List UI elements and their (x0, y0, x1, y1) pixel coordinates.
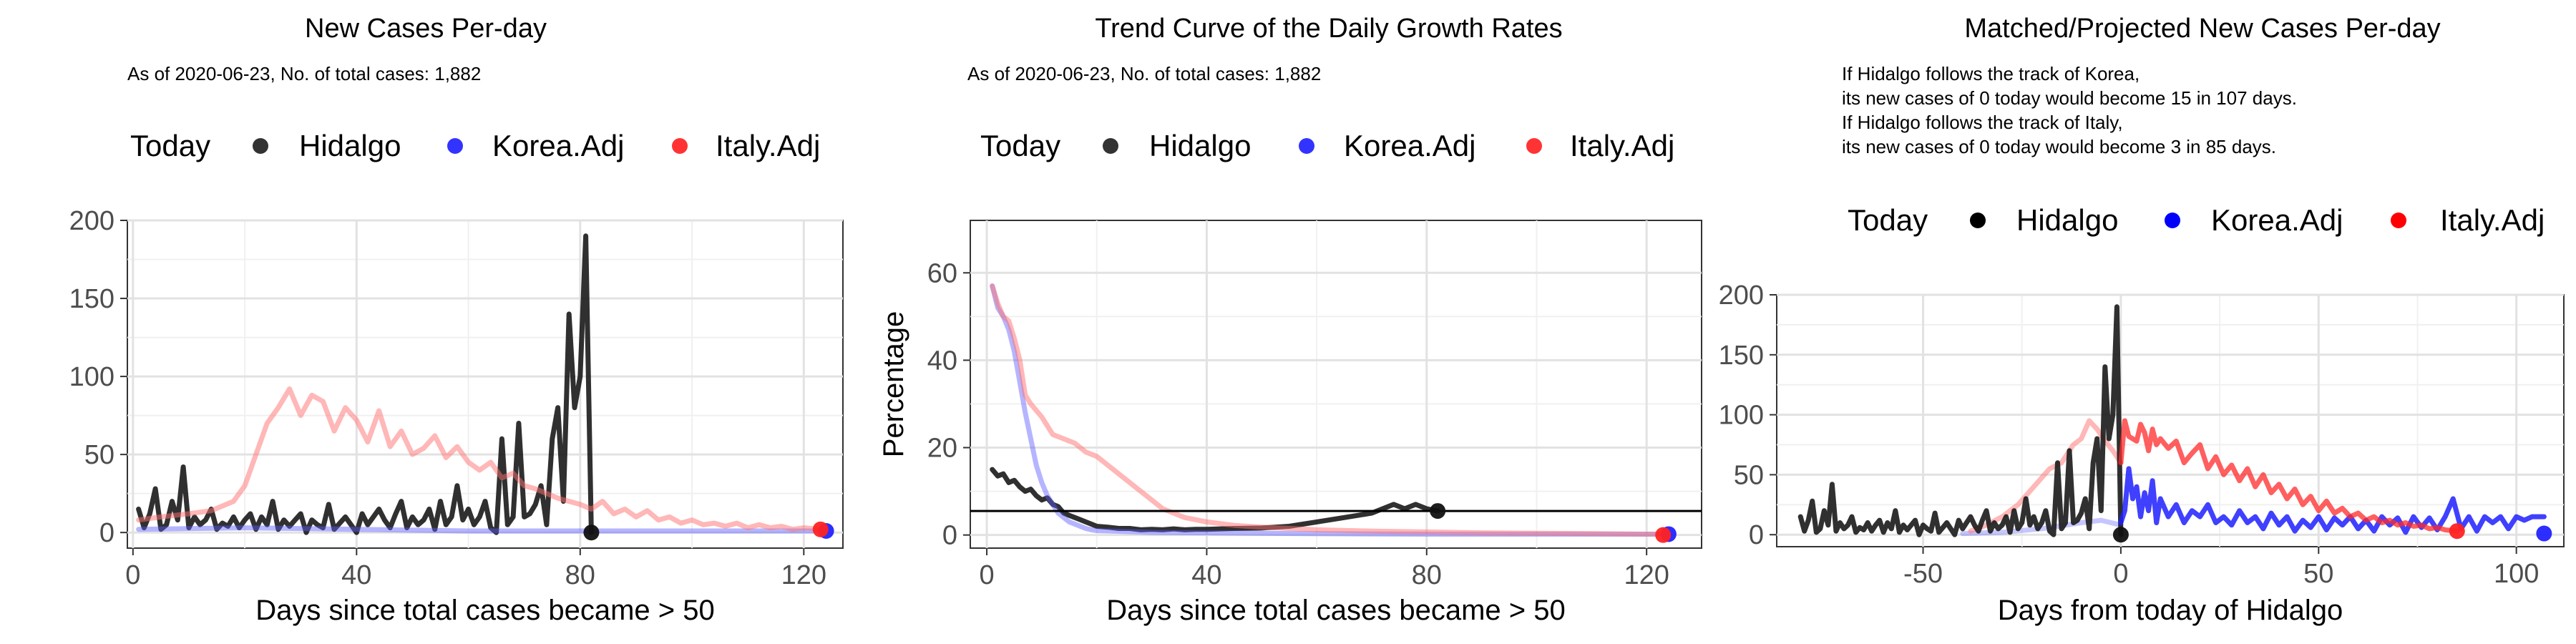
chart-subtitle: As of 2020-06-23, No. of total cases: 1,… (967, 63, 1321, 84)
series-line-italy-adj (2118, 418, 2460, 534)
series-layer (1797, 304, 2552, 543)
series-layer (136, 233, 834, 541)
legend-key-korea (1299, 138, 1314, 154)
legend: Today Hidalgo Korea.Adj Italy.Adj (980, 129, 1674, 162)
chart-title: Trend Curve of the Daily Growth Rates (1095, 14, 1562, 44)
x-tick-label: 0 (979, 560, 994, 590)
y-tick-label: 0 (942, 521, 957, 551)
legend-key-italy (2391, 213, 2406, 228)
x-tick-label: -50 (1903, 559, 1943, 589)
legend-label-korea: Korea.Adj (1344, 129, 1475, 162)
series-line-korea-adj (2118, 466, 2547, 535)
today-point-italy-adj (1655, 527, 1672, 543)
y-tick-label: 200 (1719, 280, 1764, 311)
chart-title: Matched/Projected New Cases Per-day (1964, 14, 2440, 44)
series-line-hidalgo (1797, 304, 2124, 537)
legend: Today Hidalgo Korea.Adj Italy.Adj (130, 129, 820, 162)
today-point-korea-adj (2536, 525, 2552, 542)
legend-key-korea (447, 138, 463, 154)
series-line-korea-adj (990, 283, 1672, 537)
x-axis-label: Days since total cases became > 50 (1106, 595, 1565, 626)
legend-today-label: Today (980, 129, 1060, 162)
legend-label-hidalgo: Hidalgo (1149, 129, 1251, 162)
legend-key-hidalgo (1970, 213, 1986, 228)
legend-label-italy: Italy.Adj (716, 129, 820, 162)
legend: Today Hidalgo Korea.Adj Italy.Adj (1848, 203, 2545, 237)
x-tick-label: 100 (2494, 559, 2539, 589)
today-point-italy-adj (2449, 523, 2465, 540)
y-tick-label: 40 (927, 346, 957, 376)
plot-panel-border (970, 220, 1702, 549)
x-tick-label: 120 (781, 560, 826, 590)
panel-matched-projected: Matched/Projected New Cases Per-day If H… (1719, 14, 2565, 626)
today-point-hidalgo (583, 525, 600, 541)
x-tick-label: 80 (1412, 560, 1442, 590)
x-tick-label: 40 (1191, 560, 1221, 590)
y-tick-label: 0 (99, 518, 114, 548)
x-axis-label: Days from today of Hidalgo (1998, 595, 2343, 626)
series-line-italy-adj (136, 386, 824, 532)
today-point-hidalgo (2112, 527, 2129, 543)
legend-key-italy (672, 138, 688, 154)
x-tick-label: 0 (2113, 559, 2128, 589)
x-tick-label: 120 (1624, 560, 1669, 590)
y-axis-label: Percentage (878, 311, 909, 458)
legend-key-hidalgo (1103, 138, 1118, 154)
grid (1777, 293, 2564, 547)
chart-subtitle-line-1: If Hidalgo follows the track of Korea, (1842, 63, 2140, 84)
axis-ticks: 0 40 80 120 0 20 40 60 (927, 258, 1669, 590)
y-tick-label: 20 (927, 434, 957, 464)
series-line-korea-adj (136, 525, 829, 534)
series-line-italy-adj (990, 283, 1666, 537)
x-tick-label: 0 (125, 560, 140, 590)
y-tick-label: 200 (69, 206, 114, 236)
legend-label-korea: Korea.Adj (492, 129, 624, 162)
y-tick-label: 0 (1749, 520, 1764, 550)
today-point-italy-adj (812, 521, 829, 537)
chart-subtitle-line-2: its new cases of 0 today would become 15… (1842, 87, 2297, 109)
series-layer (970, 283, 1702, 543)
chart-subtitle-line-4: its new cases of 0 today would become 3 … (1842, 136, 2276, 157)
x-axis-label: Days since total cases became > 50 (255, 595, 714, 626)
legend-key-korea (2165, 213, 2180, 228)
legend-today-label: Today (130, 129, 210, 162)
y-tick-label: 50 (1734, 460, 1764, 490)
panel-growth-rates: Trend Curve of the Daily Growth Rates As… (878, 14, 1702, 626)
series-line-hidalgo (136, 233, 594, 535)
panel-new-cases: New Cases Per-day As of 2020-06-23, No. … (69, 14, 844, 626)
legend-label-italy: Italy.Adj (1570, 129, 1674, 162)
x-tick-label: 80 (565, 560, 595, 590)
y-tick-label: 100 (1719, 401, 1764, 431)
series-line-hidalgo (990, 467, 1440, 532)
x-tick-label: 50 (2303, 559, 2333, 589)
y-tick-label: 60 (927, 258, 957, 288)
y-tick-label: 150 (1719, 341, 1764, 371)
legend-label-hidalgo: Hidalgo (299, 129, 401, 162)
chart-subtitle: As of 2020-06-23, No. of total cases: 1,… (127, 63, 481, 84)
legend-label-korea: Korea.Adj (2211, 203, 2343, 237)
legend-key-hidalgo (253, 138, 268, 154)
legend-label-hidalgo: Hidalgo (2016, 203, 2118, 237)
today-point-hidalgo (1430, 503, 1446, 519)
y-tick-label: 50 (84, 440, 114, 470)
axis-ticks: -50 0 50 100 0 50 100 150 200 (1719, 280, 2540, 589)
legend-today-label: Today (1848, 203, 1928, 237)
legend-key-italy (1526, 138, 1542, 154)
axis-ticks: 0 40 80 120 0 50 100 150 200 (69, 206, 826, 590)
chart-subtitle-line-3: If Hidalgo follows the track of Italy, (1842, 112, 2123, 133)
legend-label-italy: Italy.Adj (2440, 203, 2545, 237)
y-tick-label: 100 (69, 362, 114, 392)
y-tick-label: 150 (69, 284, 114, 314)
x-tick-label: 40 (341, 560, 371, 590)
chart-title: New Cases Per-day (305, 14, 547, 44)
